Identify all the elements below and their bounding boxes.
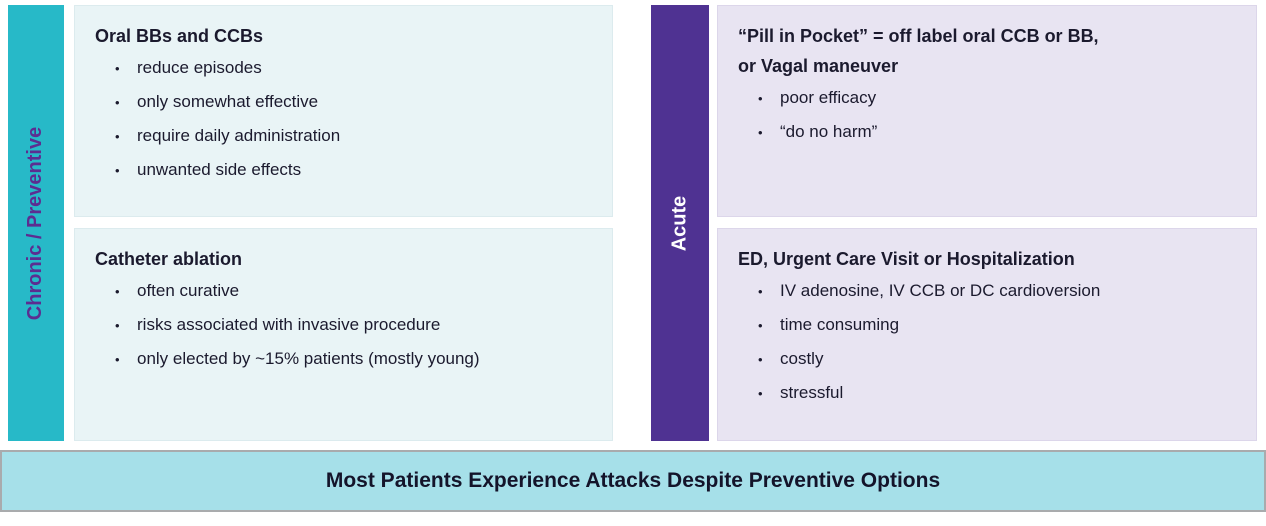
bullet-text: IV adenosine, IV CCB or DC cardioversion xyxy=(780,281,1101,300)
box-title-ed-visit: ED, Urgent Care Visit or Hospitalization xyxy=(738,249,1075,269)
bullet-text: only somewhat effective xyxy=(137,92,319,111)
bullet-icon: • xyxy=(758,91,763,106)
bullet-text: require daily administration xyxy=(137,126,341,145)
bullet-icon: • xyxy=(758,318,763,333)
bullet-icon: • xyxy=(115,129,120,144)
chronic-preventive-label: Chronic / Preventive xyxy=(24,126,47,320)
ed-visit-bullet-list: • IV adenosine, IV CCB or DC cardioversio… xyxy=(738,280,1236,405)
box-title-ablation: Catheter ablation xyxy=(95,249,243,269)
bullet-icon: • xyxy=(115,163,120,178)
chronic-box-ablation: Catheter ablation • often curative • risks… xyxy=(74,228,613,441)
acute-label: Acute xyxy=(668,195,691,251)
bullet-icon: • xyxy=(758,386,763,401)
chronic-preventive-bar: Chronic / Preventive xyxy=(8,5,64,441)
list-item: • require daily administration xyxy=(95,125,592,148)
list-item: • poor efficacy xyxy=(738,87,1236,110)
bullet-text: stressful xyxy=(780,383,844,402)
oral-meds-bullet-list: • reduce episodes • only somewhat effectiv… xyxy=(95,57,592,182)
box-title-oral-meds: Oral BBs and CCBs xyxy=(95,26,264,46)
bullet-icon: • xyxy=(115,95,120,110)
list-item: • only somewhat effective xyxy=(95,91,592,114)
bullet-text: often curative xyxy=(137,281,240,300)
bullet-text: unwanted side effects xyxy=(137,160,302,179)
list-item: • “do no harm” xyxy=(738,121,1236,144)
bullet-text: time consuming xyxy=(780,315,900,334)
list-item: • reduce episodes xyxy=(95,57,592,80)
bullet-text: poor efficacy xyxy=(780,88,877,107)
box-title-pill-in-pocket: “Pill in Pocket” = off label oral CCB or… xyxy=(738,21,1236,81)
bullet-icon: • xyxy=(758,125,763,140)
bullet-text: risks associated with invasive procedure xyxy=(137,315,441,334)
acute-box-ed-visit: ED, Urgent Care Visit or Hospitalization… xyxy=(717,228,1257,441)
list-item: • often curative xyxy=(95,280,592,303)
bullet-icon: • xyxy=(115,352,120,367)
list-item: • IV adenosine, IV CCB or DC cardioversio… xyxy=(738,280,1236,303)
bullet-icon: • xyxy=(115,61,120,76)
title-line-1: “Pill in Pocket” = off label oral CCB or… xyxy=(738,26,1099,46)
bullet-text: costly xyxy=(780,349,824,368)
bullet-icon: • xyxy=(115,318,120,333)
title-line-2: or Vagal maneuver xyxy=(738,56,899,76)
acute-box-pill-in-pocket: “Pill in Pocket” = off label oral CCB or… xyxy=(717,5,1257,217)
pill-in-pocket-bullet-list: • poor efficacy • “do no harm” xyxy=(738,87,1236,144)
list-item: • stressful xyxy=(738,382,1236,405)
bullet-icon: • xyxy=(758,352,763,367)
list-item: • risks associated with invasive procedur… xyxy=(95,314,592,337)
list-item: • unwanted side effects xyxy=(95,159,592,182)
ablation-bullet-list: • often curative • risks associated with i… xyxy=(95,280,592,371)
chronic-box-oral-meds: Oral BBs and CCBs • reduce episodes • only… xyxy=(74,5,613,217)
bullet-text: “do no harm” xyxy=(780,122,878,141)
acute-bar: Acute xyxy=(651,5,709,441)
bullet-icon: • xyxy=(115,284,120,299)
list-item: • only elected by ~15% patients (mostly y… xyxy=(95,348,592,371)
list-item: • costly xyxy=(738,348,1236,371)
bullet-text: only elected by ~15% patients (mostly yo… xyxy=(137,349,480,368)
list-item: • time consuming xyxy=(738,314,1236,337)
bullet-icon: • xyxy=(758,284,763,299)
bullet-text: reduce episodes xyxy=(137,58,262,77)
bottom-banner: Most Patients Experience Attacks Despite… xyxy=(0,450,1266,512)
banner-text: Most Patients Experience Attacks Despite… xyxy=(325,469,941,492)
